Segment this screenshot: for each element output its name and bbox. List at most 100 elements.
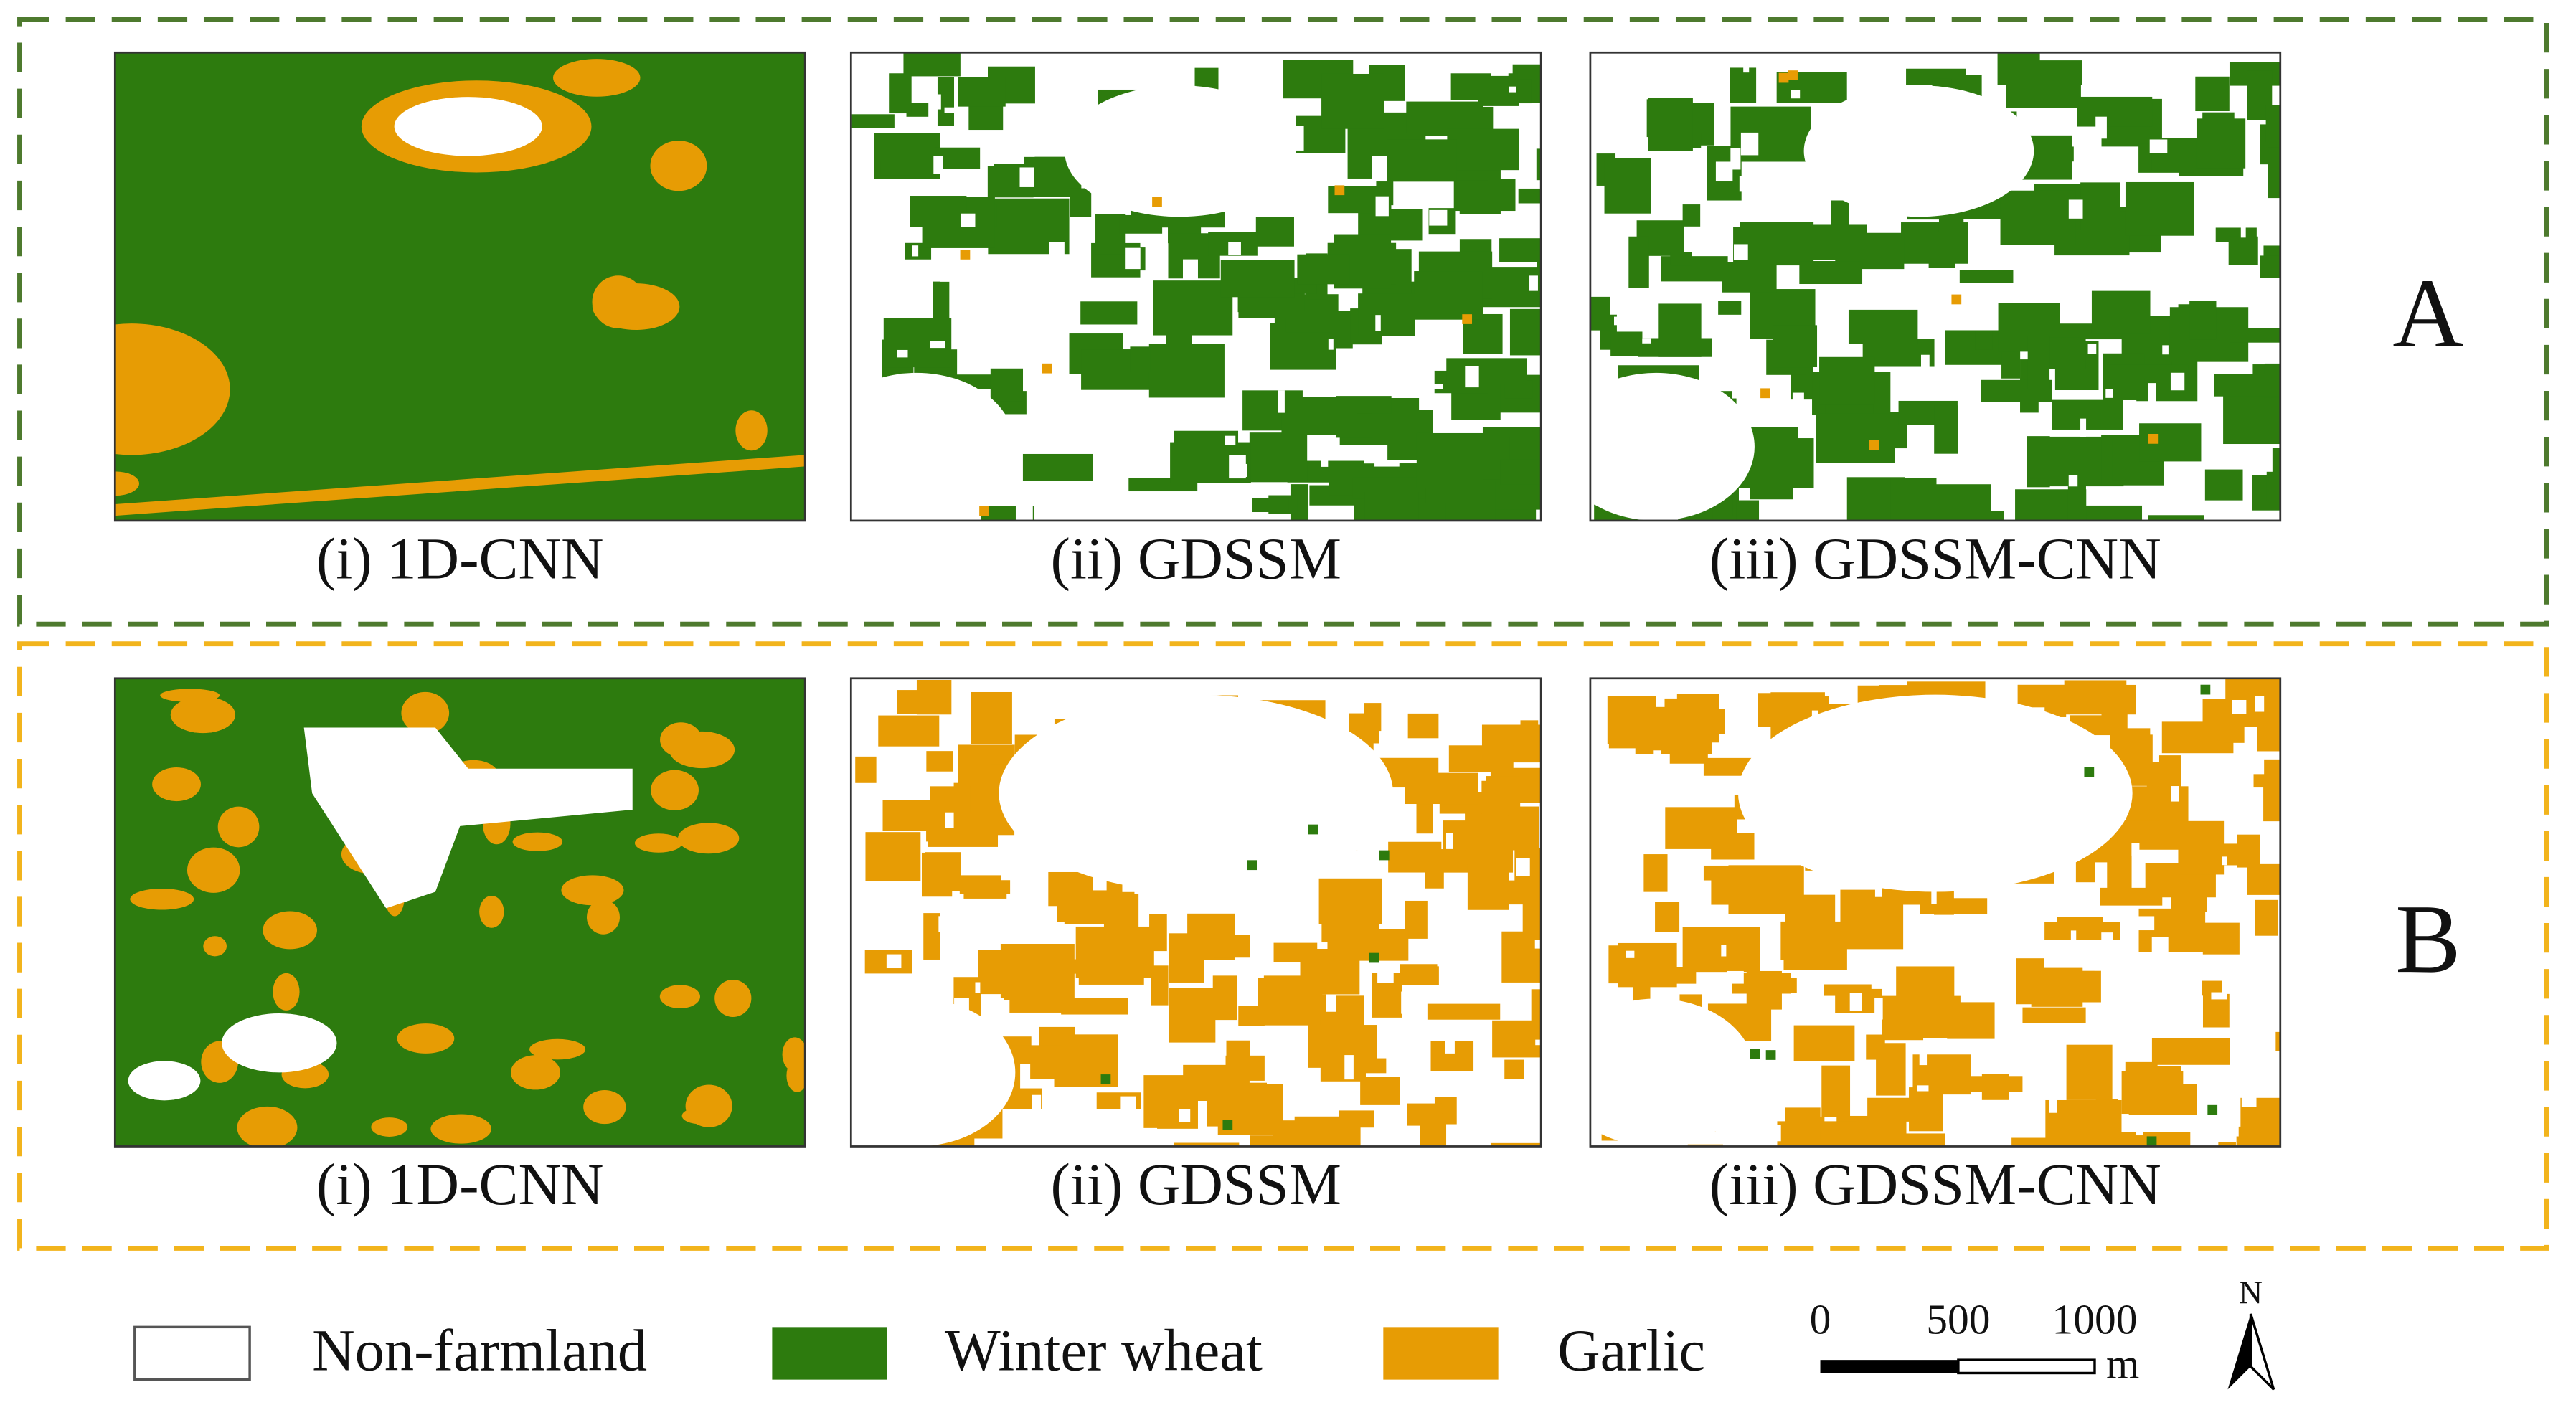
north-label: N [2239,1274,2263,1310]
map-patch [1520,720,1539,752]
map-patch [2052,399,2123,430]
map-frame [1589,677,2282,1148]
map-patch [1813,224,1867,260]
map-patch [878,715,940,747]
map-patch [1387,139,1457,182]
north-arrow [2249,1313,2275,1391]
map-gap [2158,1017,2169,1028]
map-gap [2153,261,2161,268]
map-patch [1214,935,1250,958]
map-gap [1375,315,1381,331]
map-patch [553,59,641,97]
map-patch [1816,413,1895,463]
map-gap [1344,1055,1354,1080]
map-patch [1225,1055,1265,1081]
map-patch [1169,988,1216,1043]
map-gap [1723,681,1730,689]
map-patch [910,196,967,227]
map-patch [1114,937,1153,965]
map-patch [2189,301,2217,340]
map-gap [975,982,981,993]
map-patch [1773,325,1818,368]
map-patch [2260,255,2280,278]
map-patch [273,973,300,1011]
map-gap [1377,965,1394,983]
map-patch [659,985,700,1009]
map-patch [115,323,230,455]
map-gap [1626,950,1635,958]
map-gap [1732,1131,1746,1145]
map-gap [1493,680,1499,697]
map-patch [263,911,317,950]
map-patch [651,770,699,810]
map-patch [1353,929,1409,961]
map-gap [1614,316,1627,326]
map-patch [1883,1011,1924,1041]
map-content [1590,678,2280,1147]
map-gap [944,107,955,113]
map-patch [115,455,806,516]
map-patch [1070,188,1092,217]
map-dot [2148,433,2159,444]
map-gap [1721,945,1727,957]
map-gap [1019,167,1034,187]
map-gap [2255,696,2265,712]
map-patch [1022,453,1093,481]
map-gap [1818,995,1836,1016]
map-gap [1125,247,1141,270]
map-patch [1448,433,1478,470]
map-patch [222,1013,337,1073]
map-gap [933,156,943,174]
map-patch [1416,794,1433,834]
map-patch [1947,1002,1995,1039]
map-gap [1311,156,1320,164]
map-dot [1462,314,1473,324]
map-patch [1149,914,1167,952]
map-patch [1718,301,1742,315]
map-dot [1334,185,1345,196]
map-patch [1169,933,1204,983]
map-patch [903,53,961,77]
map-patch [1793,1025,1855,1061]
map-patch [1061,998,1128,1015]
map-gap [2222,856,2227,866]
map-patch [1407,1103,1443,1126]
map-panel [849,677,1542,1148]
map-gap [1715,161,1733,182]
map-gap [1321,456,1329,467]
map-patch [512,832,563,851]
map-patch [2045,1099,2122,1147]
map-panel [113,51,806,522]
map-gap [1228,242,1241,255]
map-patch [115,471,139,496]
map-patch [958,77,1006,107]
map-patch [926,751,953,772]
map-patch [735,410,768,451]
map-patch [2125,1061,2158,1098]
map-patch [1841,896,1904,950]
map-patch [2263,787,2280,822]
map-patch [855,756,877,783]
map-gap [2240,222,2246,238]
map-patch [1207,1084,1283,1127]
map-dot [1152,197,1162,207]
map-gap [2095,116,2107,139]
map-gap [2265,448,2273,472]
map-patch [130,888,194,910]
map-patch [2066,1044,2113,1100]
panel-caption: (ii) GDSSM [1051,526,1341,592]
map-patch [1119,214,1163,234]
map-gap [1306,100,1314,109]
map-patch [851,372,1016,521]
map-gap [1098,508,1113,521]
map-patch [2202,922,2240,955]
map-gap [1375,196,1389,217]
map-patch [2057,917,2103,932]
map-patch [170,696,236,734]
map-patch [1329,473,1357,496]
map-gap [1775,1125,1781,1142]
map-gap [2070,930,2077,942]
map-patch [1448,745,1514,772]
map-dot [1222,1120,1233,1130]
